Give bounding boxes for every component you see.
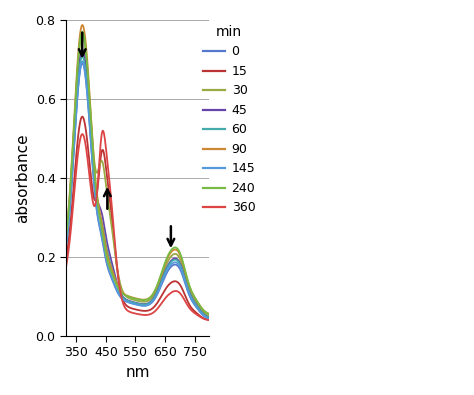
30 bbox=[128, 297, 134, 301]
60 bbox=[80, 54, 85, 59]
0 bbox=[171, 262, 177, 267]
30 bbox=[171, 252, 177, 256]
15 bbox=[100, 148, 106, 152]
45 bbox=[171, 256, 177, 261]
15 bbox=[159, 293, 165, 297]
Y-axis label: absorbance: absorbance bbox=[15, 133, 30, 223]
30 bbox=[80, 33, 85, 38]
Line: 145: 145 bbox=[66, 61, 210, 319]
240 bbox=[100, 234, 106, 239]
240 bbox=[63, 235, 69, 240]
360 bbox=[171, 289, 177, 293]
90 bbox=[159, 270, 165, 275]
15 bbox=[207, 318, 212, 322]
360 bbox=[148, 312, 154, 316]
90 bbox=[89, 123, 94, 128]
45 bbox=[159, 277, 165, 282]
X-axis label: nm: nm bbox=[126, 365, 150, 380]
60 bbox=[148, 300, 154, 305]
15 bbox=[63, 257, 69, 262]
Line: 60: 60 bbox=[66, 56, 210, 318]
90 bbox=[171, 247, 177, 252]
145 bbox=[171, 260, 177, 265]
15 bbox=[148, 307, 154, 312]
Line: 0: 0 bbox=[66, 63, 210, 319]
0 bbox=[63, 244, 69, 249]
360 bbox=[159, 300, 165, 305]
145 bbox=[63, 245, 69, 249]
45 bbox=[128, 299, 134, 304]
15 bbox=[128, 306, 134, 310]
45 bbox=[63, 241, 69, 246]
240 bbox=[148, 295, 154, 299]
145 bbox=[100, 240, 106, 245]
Line: 30: 30 bbox=[66, 35, 210, 316]
Line: 15: 15 bbox=[66, 117, 210, 320]
360 bbox=[128, 310, 134, 315]
0 bbox=[100, 242, 106, 247]
30 bbox=[148, 297, 154, 301]
240 bbox=[80, 29, 85, 34]
360 bbox=[63, 265, 69, 269]
0 bbox=[128, 301, 134, 305]
145 bbox=[148, 301, 154, 306]
90 bbox=[207, 312, 212, 316]
30 bbox=[100, 162, 106, 167]
0 bbox=[148, 301, 154, 306]
60 bbox=[100, 226, 106, 230]
0 bbox=[159, 281, 165, 286]
60 bbox=[89, 144, 94, 149]
360 bbox=[89, 190, 94, 194]
360 bbox=[100, 128, 106, 133]
60 bbox=[171, 258, 177, 262]
60 bbox=[207, 315, 212, 320]
45 bbox=[89, 139, 94, 144]
90 bbox=[128, 295, 134, 299]
45 bbox=[100, 217, 106, 222]
90 bbox=[100, 228, 106, 233]
145 bbox=[159, 280, 165, 285]
Legend: 0, 15, 30, 45, 60, 90, 145, 240, 360: 0, 15, 30, 45, 60, 90, 145, 240, 360 bbox=[198, 20, 260, 220]
30 bbox=[159, 274, 165, 278]
Line: 240: 240 bbox=[66, 32, 210, 314]
45 bbox=[148, 299, 154, 304]
30 bbox=[89, 127, 94, 132]
Line: 360: 360 bbox=[66, 131, 210, 320]
15 bbox=[171, 279, 177, 284]
90 bbox=[80, 23, 85, 27]
240 bbox=[171, 245, 177, 250]
360 bbox=[100, 128, 106, 133]
30 bbox=[207, 313, 212, 318]
145 bbox=[80, 59, 85, 64]
30 bbox=[63, 237, 69, 242]
360 bbox=[207, 318, 212, 322]
15 bbox=[89, 180, 94, 184]
60 bbox=[128, 299, 134, 304]
60 bbox=[63, 243, 69, 248]
Line: 45: 45 bbox=[66, 50, 210, 317]
0 bbox=[207, 316, 212, 321]
145 bbox=[89, 148, 94, 153]
45 bbox=[80, 47, 85, 52]
0 bbox=[89, 149, 94, 154]
15 bbox=[80, 114, 85, 119]
145 bbox=[207, 316, 212, 321]
45 bbox=[207, 315, 212, 320]
0 bbox=[80, 60, 85, 65]
90 bbox=[148, 295, 154, 299]
240 bbox=[207, 312, 212, 316]
60 bbox=[159, 278, 165, 283]
240 bbox=[128, 295, 134, 300]
Line: 90: 90 bbox=[66, 25, 210, 314]
240 bbox=[89, 128, 94, 133]
90 bbox=[63, 234, 69, 239]
145 bbox=[128, 301, 134, 306]
240 bbox=[159, 269, 165, 274]
